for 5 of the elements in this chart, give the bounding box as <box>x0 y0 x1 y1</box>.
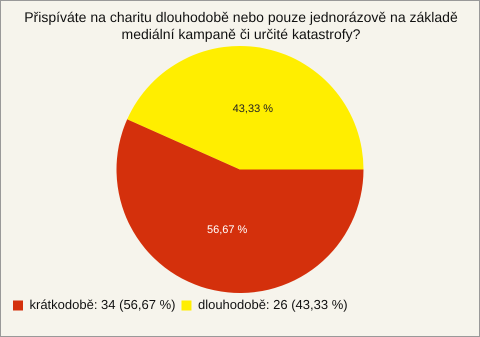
data-label: 56,67 % <box>206 224 248 236</box>
legend-label: dlouhodobě: 26 (43,33 %) <box>198 297 348 312</box>
legend-label: krátkodobě: 34 (56,67 %) <box>30 297 176 312</box>
chart-title: Přispíváte na charitu dlouhodobě nebo pouze jednorázově na základě mediální kampaně či určité katastrofy? <box>23 9 459 43</box>
data-label: 43,33 % <box>232 103 274 116</box>
